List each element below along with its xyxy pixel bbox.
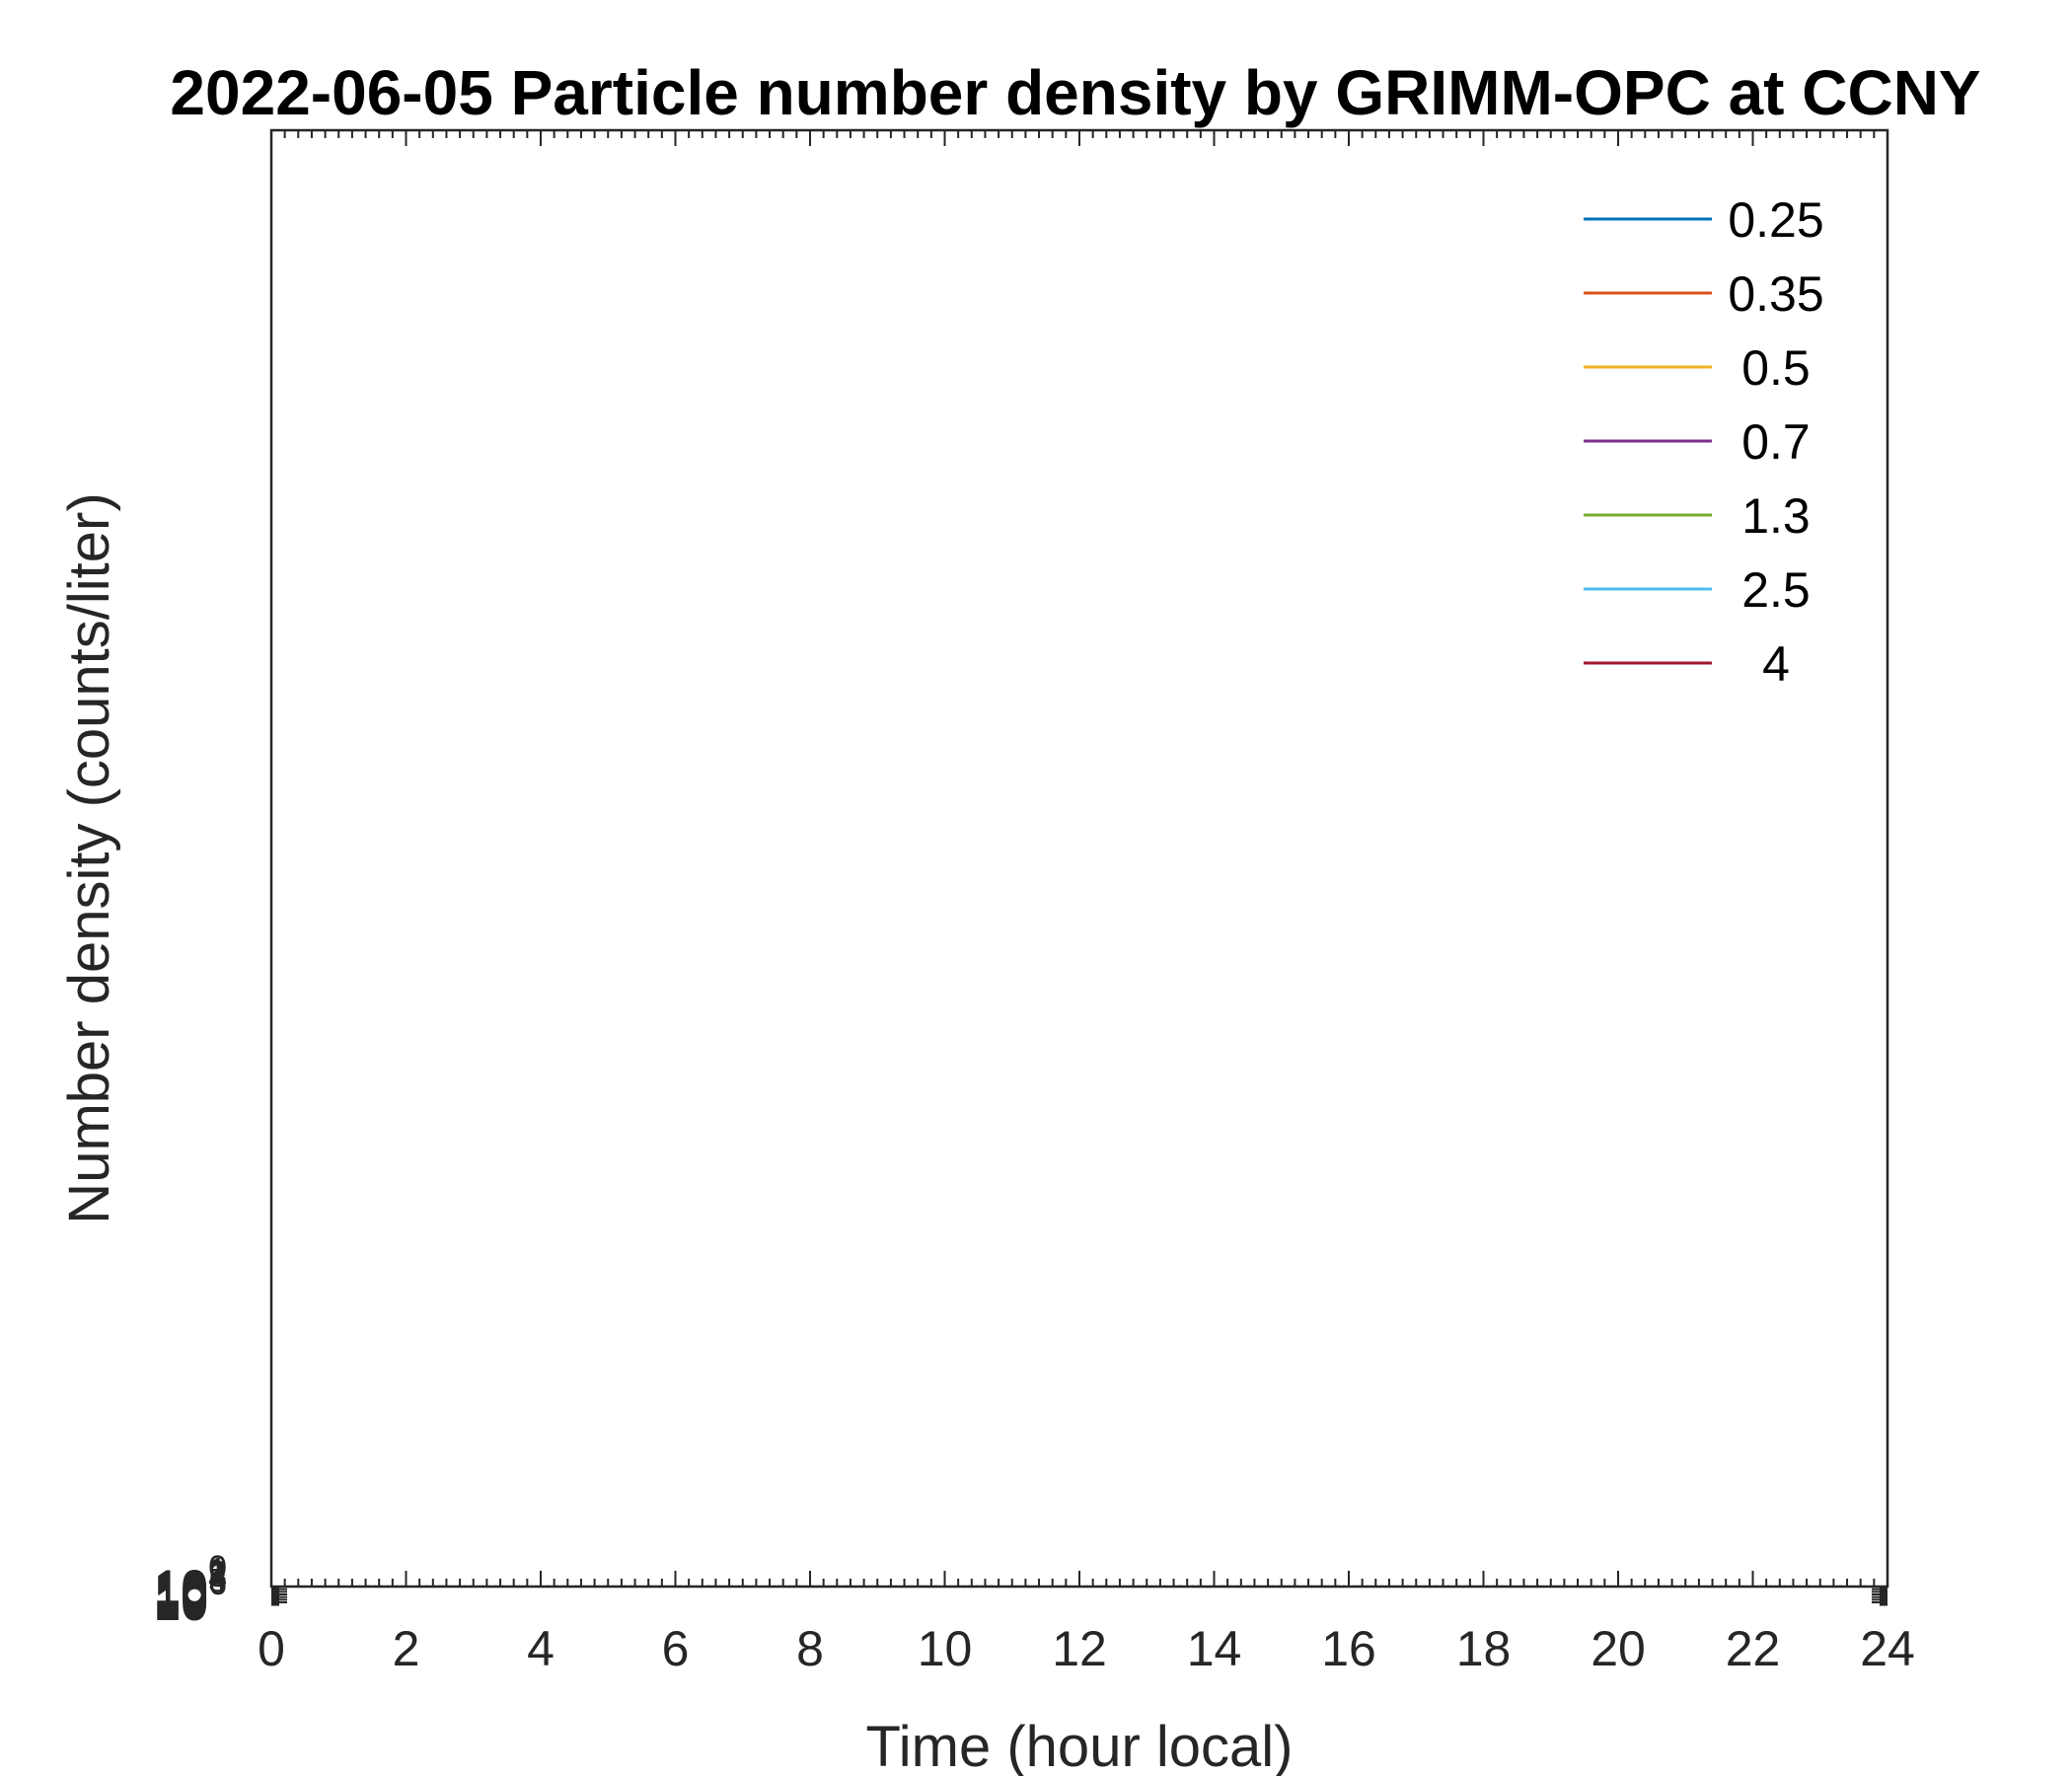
y-axis-label: Number density (counts/liter) (57, 492, 121, 1223)
y-tick-label: 102 (153, 1554, 227, 1620)
legend: 0.25 0.35 0.5 0.7 1.3 2.5 4 (1584, 192, 1824, 692)
legend-label: 1.3 (1741, 488, 1811, 544)
y-tick-label: 105 (153, 1562, 227, 1628)
y-tick-label: 101 (153, 1552, 227, 1618)
x-tick-labels: 0 2 4 6 8 10 12 14 16 18 20 22 24 (258, 1621, 1915, 1676)
legend-label: 4 (1762, 636, 1790, 692)
legend-label: 2.5 (1741, 562, 1811, 618)
x-axis-label: Time (hour local) (866, 1715, 1294, 1776)
legend-label: 0.7 (1741, 414, 1811, 470)
x-tick-label: 6 (662, 1621, 690, 1676)
y-tick-label: 103 (153, 1557, 227, 1623)
x-tick-label: 8 (796, 1621, 824, 1676)
legend-label: 0.35 (1728, 266, 1823, 322)
x-tick-label: 16 (1321, 1621, 1376, 1676)
y-tick-label: 104 (153, 1560, 227, 1626)
chart-title: 2022-06-05 Particle number density by GR… (170, 57, 1980, 128)
x-tick-label: 10 (918, 1621, 973, 1676)
x-tick-label: 2 (393, 1621, 420, 1676)
x-tick-label: 4 (527, 1621, 555, 1676)
x-tick-label: 18 (1456, 1621, 1512, 1676)
x-tick-label: 20 (1591, 1621, 1646, 1676)
x-tick-label: 24 (1860, 1621, 1915, 1676)
x-tick-label: 12 (1052, 1621, 1107, 1676)
y-tick-label: 106 (153, 1565, 227, 1631)
legend-label: 0.25 (1728, 192, 1823, 248)
axes-layer (269, 128, 1889, 1606)
y-tick-label: 100 (153, 1549, 227, 1615)
x-tick-label: 14 (1187, 1621, 1242, 1676)
x-tick-label: 22 (1726, 1621, 1781, 1676)
legend-label: 0.5 (1741, 340, 1811, 396)
x-tick-label: 0 (258, 1621, 285, 1676)
